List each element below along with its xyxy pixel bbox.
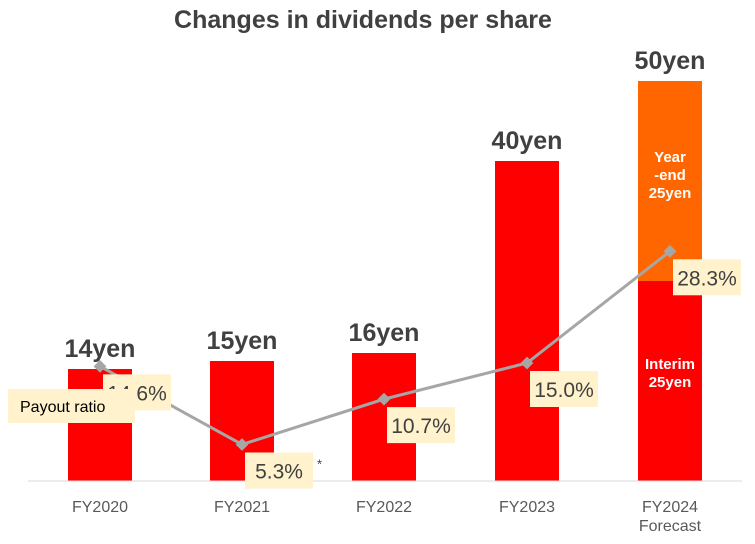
payout-ratio-label-box — [387, 407, 455, 444]
year-end-segment-label: Year -end 25yen — [649, 149, 692, 202]
payout-ratio-marker — [235, 438, 249, 451]
chart-title: Changes in dividends per share — [174, 6, 552, 34]
payout-ratio-legend-box — [8, 389, 135, 423]
payout-ratio-marker — [377, 392, 391, 406]
payout-ratio-label-box — [245, 452, 313, 489]
payout-ratio-value: 10.7% — [391, 415, 451, 438]
bar-total-label: 16yen — [349, 319, 420, 347]
payout-ratio-label-box — [673, 259, 741, 296]
x-tick-label: FY2023 — [499, 499, 555, 516]
bar-total-label: 40yen — [492, 127, 563, 155]
payout-ratio-value: 5.3% — [255, 460, 303, 483]
bar-total-label: 14yen — [65, 335, 136, 363]
payout-ratio-marker — [93, 359, 107, 373]
bar-segment-interim — [638, 281, 702, 481]
bar-total-label: 50yen — [635, 47, 706, 75]
payout-ratio-value: 28.3% — [677, 267, 737, 290]
payout-ratio-label-box — [530, 371, 598, 407]
bars-layer: 14yen 15yen 16yen 40yen Year -end 25yen Interim… — [65, 47, 706, 481]
dividend-bar — [495, 161, 559, 481]
payout-ratio-note-mark: * — [317, 456, 322, 471]
x-tick-label: FY2022 — [356, 499, 412, 516]
x-tick-label: FY2024 Forecast — [639, 499, 702, 535]
bar-total-label: 15yen — [207, 327, 278, 355]
payout-ratio-legend: Payout ratio — [8, 389, 135, 423]
x-tick-label: FY2021 — [214, 499, 270, 516]
x-tick-label: FY2020 — [72, 499, 128, 516]
x-tick-labels: FY2020 FY2021 FY2022 FY2023 FY2024 Forecast — [72, 499, 702, 535]
interim-segment-label: Interim 25yen — [645, 356, 695, 391]
payout-ratio-value: 15.0% — [534, 379, 594, 402]
payout-ratio-legend-label: Payout ratio — [20, 399, 105, 416]
